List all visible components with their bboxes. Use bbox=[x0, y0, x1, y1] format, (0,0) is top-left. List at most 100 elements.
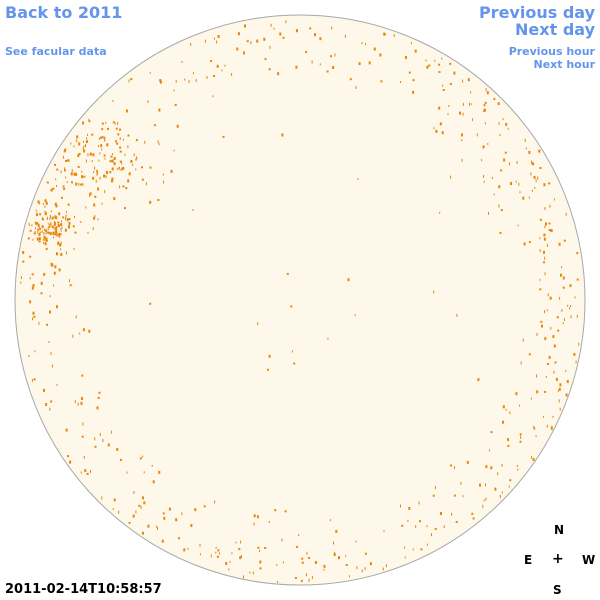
facula-speck bbox=[93, 203, 96, 207]
facula-speck bbox=[155, 525, 157, 528]
facula-speck bbox=[246, 40, 249, 43]
facula-speck bbox=[274, 509, 277, 512]
facula-speck bbox=[344, 34, 346, 38]
facula-speck bbox=[195, 79, 197, 83]
facula-speck bbox=[43, 241, 45, 244]
facula-speck bbox=[518, 182, 520, 186]
facula-speck bbox=[107, 443, 110, 447]
facula-speck bbox=[435, 129, 438, 133]
facula-speck bbox=[544, 337, 547, 341]
facula-speck bbox=[70, 142, 72, 145]
facula-speck bbox=[142, 455, 144, 458]
next-day-link[interactable]: Next day bbox=[515, 20, 595, 39]
facula-speck bbox=[311, 576, 313, 580]
facula-speck bbox=[147, 100, 149, 104]
facula-speck bbox=[573, 352, 576, 356]
facula-speck bbox=[431, 533, 432, 537]
facula-speck bbox=[536, 374, 537, 378]
facula-speck bbox=[97, 187, 100, 191]
facula-speck bbox=[162, 173, 164, 176]
facula-speck bbox=[144, 140, 146, 144]
facula-speck bbox=[469, 102, 470, 106]
facula-speck bbox=[290, 305, 293, 308]
facula-speck bbox=[203, 505, 206, 508]
facula-speck bbox=[62, 155, 64, 159]
facula-speck bbox=[497, 472, 499, 476]
facula-speck bbox=[244, 24, 246, 28]
facula-speck bbox=[53, 227, 55, 230]
facula-speck bbox=[55, 178, 57, 181]
facula-speck bbox=[119, 150, 122, 153]
next-hour-link[interactable]: Next hour bbox=[533, 58, 596, 71]
facula-speck bbox=[78, 142, 81, 146]
facula-speck bbox=[291, 350, 293, 353]
facula-speck bbox=[418, 501, 420, 505]
facula-speck bbox=[60, 229, 62, 232]
facula-speck bbox=[149, 200, 152, 204]
facula-speck bbox=[509, 479, 512, 482]
facula-speck bbox=[111, 167, 114, 171]
facula-speck bbox=[101, 128, 104, 131]
facula-speck bbox=[505, 408, 507, 411]
facula-speck bbox=[528, 150, 531, 154]
facula-speck bbox=[42, 218, 45, 221]
facula-speck bbox=[44, 228, 45, 231]
facula-speck bbox=[345, 554, 347, 557]
facula-speck bbox=[96, 172, 98, 176]
facula-speck bbox=[330, 55, 332, 58]
previous-day-link[interactable]: Previous day bbox=[478, 3, 595, 22]
facula-speck bbox=[470, 91, 472, 94]
facula-speck bbox=[558, 399, 560, 403]
facula-speck bbox=[65, 176, 67, 179]
facula-speck bbox=[259, 560, 262, 564]
facula-speck bbox=[517, 224, 519, 227]
facula-speck bbox=[217, 549, 220, 552]
facula-speck bbox=[358, 62, 361, 66]
see-facular-data-link[interactable]: See facular data bbox=[5, 45, 107, 58]
facula-speck bbox=[497, 102, 500, 106]
facula-speck bbox=[550, 426, 553, 430]
facula-speck bbox=[546, 309, 548, 312]
facula-speck bbox=[485, 497, 487, 501]
facula-speck bbox=[67, 455, 69, 458]
facula-speck bbox=[111, 159, 114, 163]
facula-speck bbox=[544, 390, 547, 393]
facula-speck bbox=[173, 89, 175, 92]
facula-speck bbox=[73, 172, 76, 176]
facula-speck bbox=[419, 520, 421, 523]
facula-speck bbox=[74, 400, 76, 404]
facula-speck bbox=[210, 60, 212, 63]
facula-speck bbox=[74, 231, 77, 234]
facula-speck bbox=[53, 231, 55, 235]
facula-speck bbox=[57, 221, 60, 224]
facula-speck bbox=[55, 227, 57, 230]
facula-speck bbox=[559, 383, 562, 387]
previous-hour-link[interactable]: Previous hour bbox=[508, 45, 595, 58]
facula-speck bbox=[163, 516, 166, 520]
facula-speck bbox=[119, 137, 121, 141]
facula-speck bbox=[188, 80, 190, 83]
facula-speck bbox=[517, 468, 519, 471]
back-to-year-link[interactable]: Back to 2011 bbox=[5, 3, 123, 22]
facula-speck bbox=[53, 271, 56, 275]
facula-speck bbox=[89, 153, 91, 156]
facula-speck bbox=[83, 149, 86, 153]
facula-speck bbox=[50, 262, 53, 266]
facula-speck bbox=[69, 279, 70, 283]
facula-speck bbox=[101, 202, 103, 205]
facula-speck bbox=[81, 435, 84, 438]
facula-speck bbox=[77, 154, 80, 157]
facula-speck bbox=[545, 375, 547, 378]
facula-speck bbox=[296, 545, 299, 548]
facula-speck bbox=[58, 233, 61, 237]
facula-speck bbox=[135, 168, 137, 171]
facula-speck bbox=[483, 174, 485, 178]
facula-speck bbox=[561, 266, 563, 269]
facula-speck bbox=[515, 392, 518, 396]
facula-speck bbox=[128, 521, 131, 524]
facula-speck bbox=[44, 199, 47, 203]
facula-speck bbox=[509, 411, 511, 415]
facula-speck bbox=[43, 202, 44, 205]
facula-speck bbox=[60, 233, 62, 236]
facula-speck bbox=[52, 187, 55, 190]
